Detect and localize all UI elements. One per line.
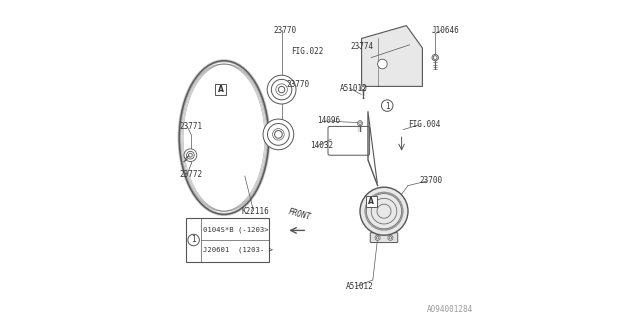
Text: FIG.004: FIG.004 — [408, 120, 440, 129]
Text: A094001284: A094001284 — [428, 305, 474, 314]
Circle shape — [362, 86, 365, 90]
Circle shape — [184, 149, 197, 162]
FancyBboxPatch shape — [215, 84, 227, 95]
Circle shape — [187, 151, 195, 159]
Text: 23772: 23772 — [179, 170, 202, 179]
Text: A: A — [368, 197, 374, 206]
Circle shape — [376, 236, 379, 239]
Polygon shape — [362, 26, 422, 86]
Text: 23770: 23770 — [287, 80, 310, 89]
Circle shape — [378, 59, 387, 69]
Text: 1: 1 — [385, 102, 390, 111]
Text: 0104S*B (-1203>: 0104S*B (-1203> — [202, 227, 268, 233]
Text: FIG.022: FIG.022 — [291, 47, 324, 56]
Circle shape — [189, 153, 192, 157]
Circle shape — [360, 187, 408, 235]
Text: A51012: A51012 — [340, 84, 367, 92]
Text: A51012: A51012 — [346, 282, 374, 291]
Bar — [186, 218, 269, 262]
Text: 23771: 23771 — [179, 122, 202, 131]
Circle shape — [271, 79, 292, 100]
Text: 14096: 14096 — [317, 116, 340, 125]
Circle shape — [360, 85, 366, 91]
Text: A: A — [218, 85, 224, 94]
Circle shape — [433, 56, 437, 60]
FancyBboxPatch shape — [366, 196, 376, 207]
Text: 23770: 23770 — [274, 26, 297, 35]
Text: J20601  (1203- >: J20601 (1203- > — [202, 247, 273, 253]
Circle shape — [359, 122, 361, 124]
Text: J10646: J10646 — [431, 26, 459, 35]
FancyBboxPatch shape — [370, 233, 398, 243]
Circle shape — [389, 236, 392, 239]
Circle shape — [278, 86, 285, 93]
Circle shape — [357, 121, 362, 126]
Circle shape — [432, 54, 438, 61]
Circle shape — [375, 235, 380, 240]
Circle shape — [268, 75, 296, 104]
Text: 14032: 14032 — [310, 141, 333, 150]
Circle shape — [268, 124, 289, 145]
Text: 1: 1 — [191, 236, 196, 244]
Text: K22116: K22116 — [242, 207, 269, 216]
Circle shape — [381, 100, 393, 111]
Circle shape — [388, 235, 393, 240]
Circle shape — [188, 234, 200, 246]
Text: 23774: 23774 — [351, 42, 374, 51]
Circle shape — [275, 131, 282, 138]
Text: FRONT: FRONT — [287, 208, 312, 222]
Circle shape — [263, 119, 294, 150]
Text: 23700: 23700 — [420, 176, 443, 185]
